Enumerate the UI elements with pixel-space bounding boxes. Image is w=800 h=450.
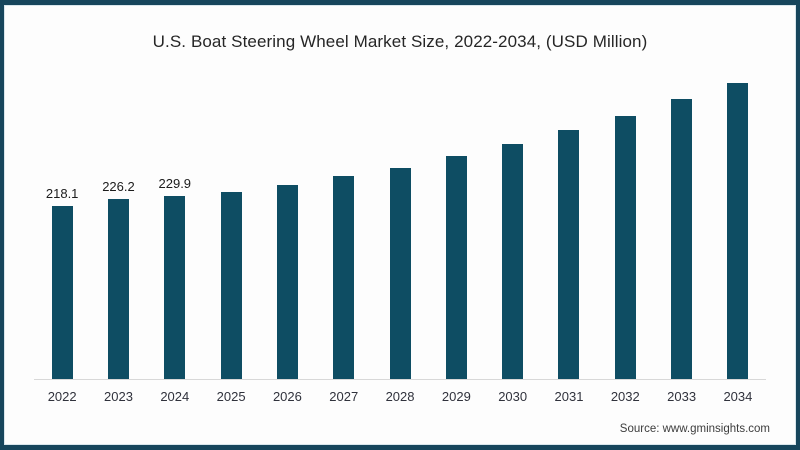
- bar-2031: [558, 130, 580, 379]
- bar-column-2028: [372, 168, 428, 379]
- x-tick-2024: 2024: [160, 389, 190, 404]
- bar-column-2024: 229.9: [147, 176, 203, 379]
- x-tick-2026: 2026: [272, 389, 302, 404]
- x-tick-2031: 2031: [554, 389, 584, 404]
- bar-column-2022: 218.1: [34, 186, 90, 379]
- bar-column-2030: [485, 144, 541, 379]
- x-tick-2033: 2033: [667, 389, 697, 404]
- bar-2028: [389, 168, 411, 379]
- bar-value-label: 218.1: [45, 186, 79, 201]
- chart-title: U.S. Boat Steering Wheel Market Size, 20…: [152, 32, 648, 51]
- bar-column-2033: [653, 99, 709, 379]
- source-credit: Source: www.gminsights.com: [619, 423, 770, 435]
- bar-2025: [220, 192, 242, 379]
- bar-2030: [502, 144, 524, 379]
- bar-2033: [671, 99, 693, 379]
- bar-2034: [727, 83, 749, 379]
- x-tick-2025: 2025: [216, 389, 246, 404]
- bar-2027: [333, 176, 355, 379]
- bar-2032: [614, 116, 636, 379]
- x-tick-2029: 2029: [441, 389, 471, 404]
- x-tick-2027: 2027: [329, 389, 359, 404]
- x-tick-2022: 2022: [47, 389, 77, 404]
- bar-chart-plot: 218.1 226.2 229.9: [34, 61, 766, 380]
- bar-column-2026: [259, 185, 315, 379]
- bar-column-2031: [541, 130, 597, 379]
- bar-column-2034: [710, 83, 766, 379]
- x-axis-labels: 2022 2023 2024 2025 2026 2027 2028 2029 2030 2031…: [34, 389, 766, 404]
- bar-column-2027: [316, 176, 372, 379]
- bar-2023: [107, 199, 129, 379]
- bar-2024: [164, 196, 186, 379]
- x-tick-2030: 2030: [498, 389, 528, 404]
- bar-column-2029: [428, 156, 484, 379]
- bar-2026: [276, 185, 298, 379]
- bar-value-label: 229.9: [158, 176, 192, 191]
- bar-column-2025: [203, 192, 259, 379]
- x-tick-2034: 2034: [723, 389, 753, 404]
- x-tick-2028: 2028: [385, 389, 415, 404]
- bar-2029: [445, 156, 467, 379]
- bar-value-label: 226.2: [102, 179, 135, 194]
- bar-2022: [51, 206, 73, 379]
- bar-column-2032: [597, 116, 653, 379]
- x-tick-2023: 2023: [104, 389, 133, 404]
- x-tick-2032: 2032: [610, 389, 640, 404]
- bar-column-2023: 226.2: [90, 179, 146, 379]
